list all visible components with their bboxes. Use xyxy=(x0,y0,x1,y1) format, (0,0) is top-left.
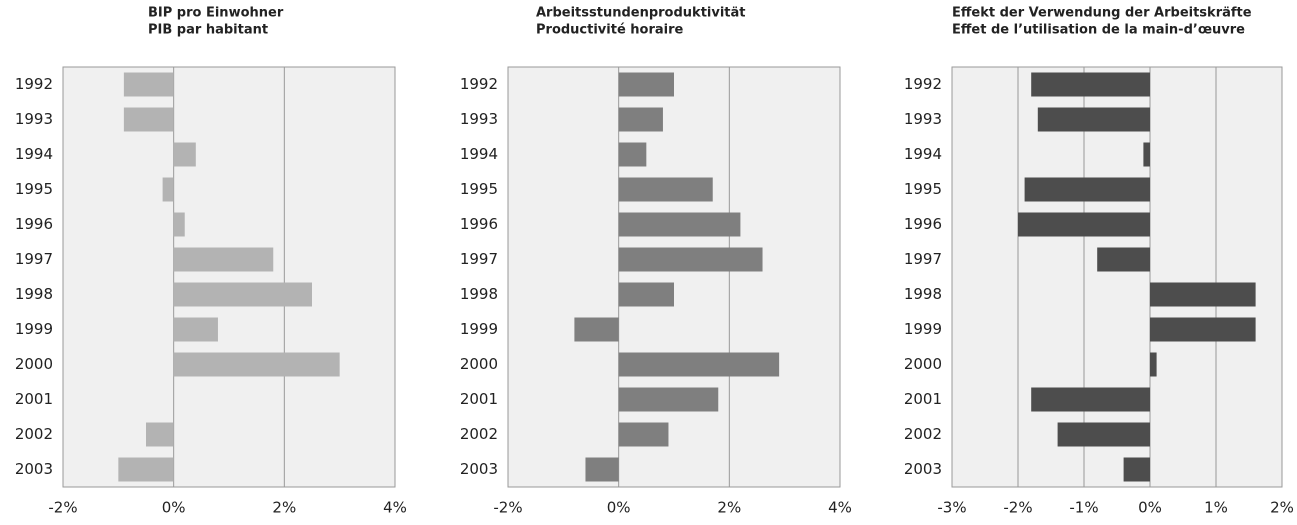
y-tick-label: 1998 xyxy=(15,285,53,303)
x-tick-label: 0% xyxy=(607,499,631,517)
y-tick-label: 2002 xyxy=(15,425,53,443)
bar xyxy=(618,107,663,132)
bar xyxy=(618,212,741,237)
y-tick-label: 1993 xyxy=(904,110,942,128)
bar xyxy=(618,282,674,307)
y-tick-label: 2002 xyxy=(460,425,498,443)
bar xyxy=(1150,352,1157,377)
y-tick-label: 1999 xyxy=(904,320,942,338)
bar xyxy=(173,317,218,342)
y-tick-label: 1995 xyxy=(15,180,53,198)
chart-title: PIB par habitant xyxy=(148,23,268,38)
x-tick-label: 2% xyxy=(1270,499,1294,517)
y-tick-label: 1992 xyxy=(460,75,498,93)
bar xyxy=(618,422,669,447)
bar xyxy=(118,457,174,482)
y-tick-label: 1997 xyxy=(460,250,498,268)
chart-title: Effekt der Verwendung der Arbeitskräfte xyxy=(952,6,1252,21)
y-tick-label: 2001 xyxy=(15,390,53,408)
y-tick-label: 1997 xyxy=(15,250,53,268)
chart-title: Effet de l’utilisation de la main-d’œuvr… xyxy=(952,23,1245,38)
y-tick-label: 1997 xyxy=(904,250,942,268)
chart-title: Productivité horaire xyxy=(536,23,684,38)
bar xyxy=(585,457,619,482)
y-tick-label: 1996 xyxy=(460,215,498,233)
y-tick-label: 2000 xyxy=(15,355,53,373)
y-tick-label: 1999 xyxy=(15,320,53,338)
bar xyxy=(1018,212,1150,237)
bar xyxy=(618,352,780,377)
bar xyxy=(618,72,674,97)
bar xyxy=(1150,282,1256,307)
bar xyxy=(173,352,340,377)
bar xyxy=(173,282,312,307)
y-tick-label: 1994 xyxy=(904,145,942,163)
y-tick-label: 1995 xyxy=(460,180,498,198)
bar xyxy=(618,177,713,202)
bar xyxy=(618,387,719,412)
y-tick-label: 2003 xyxy=(460,460,498,478)
y-tick-label: 2003 xyxy=(904,460,942,478)
bar xyxy=(123,107,174,132)
bar xyxy=(1057,422,1150,447)
bar xyxy=(146,422,174,447)
chart-title: Arbeitsstundenproduktivität xyxy=(536,6,746,21)
bar xyxy=(1123,457,1150,482)
bar xyxy=(1037,107,1150,132)
x-tick-label: 0% xyxy=(1138,499,1162,517)
chart-title: BIP pro Einwohner xyxy=(148,6,284,21)
bar xyxy=(162,177,174,202)
y-tick-label: 2001 xyxy=(460,390,498,408)
bar xyxy=(618,247,763,272)
bar xyxy=(1097,247,1150,272)
x-tick-label: -2% xyxy=(48,499,77,517)
y-tick-label: 1993 xyxy=(15,110,53,128)
bar xyxy=(123,72,174,97)
bar xyxy=(1143,142,1150,167)
bar xyxy=(1150,317,1256,342)
bar xyxy=(574,317,619,342)
x-tick-label: -2% xyxy=(493,499,522,517)
x-tick-label: 2% xyxy=(272,499,296,517)
y-tick-label: 1996 xyxy=(15,215,53,233)
y-tick-label: 1996 xyxy=(904,215,942,233)
bar xyxy=(173,212,185,237)
plot-area xyxy=(507,66,841,488)
y-tick-label: 1998 xyxy=(904,285,942,303)
bar xyxy=(1024,177,1150,202)
y-tick-label: 1994 xyxy=(15,145,53,163)
x-tick-label: 4% xyxy=(828,499,852,517)
y-tick-label: 2001 xyxy=(904,390,942,408)
y-tick-label: 1999 xyxy=(460,320,498,338)
y-tick-label: 2002 xyxy=(904,425,942,443)
bar xyxy=(1031,387,1150,412)
x-tick-label: 0% xyxy=(162,499,186,517)
bar xyxy=(173,247,274,272)
y-tick-label: 1998 xyxy=(460,285,498,303)
x-tick-label: -3% xyxy=(937,499,966,517)
x-tick-label: -1% xyxy=(1069,499,1098,517)
y-tick-label: 2003 xyxy=(15,460,53,478)
x-tick-label: 2% xyxy=(717,499,741,517)
y-tick-label: 1993 xyxy=(460,110,498,128)
y-tick-label: 2000 xyxy=(904,355,942,373)
bar xyxy=(173,142,196,167)
x-tick-label: 4% xyxy=(383,499,407,517)
y-tick-label: 2000 xyxy=(460,355,498,373)
x-tick-label: 1% xyxy=(1204,499,1228,517)
plot-area xyxy=(62,66,396,488)
bar xyxy=(618,142,647,167)
y-tick-label: 1992 xyxy=(15,75,53,93)
y-tick-label: 1995 xyxy=(904,180,942,198)
bar xyxy=(1031,72,1150,97)
y-tick-label: 1992 xyxy=(904,75,942,93)
y-tick-label: 1994 xyxy=(460,145,498,163)
x-tick-label: -2% xyxy=(1003,499,1032,517)
